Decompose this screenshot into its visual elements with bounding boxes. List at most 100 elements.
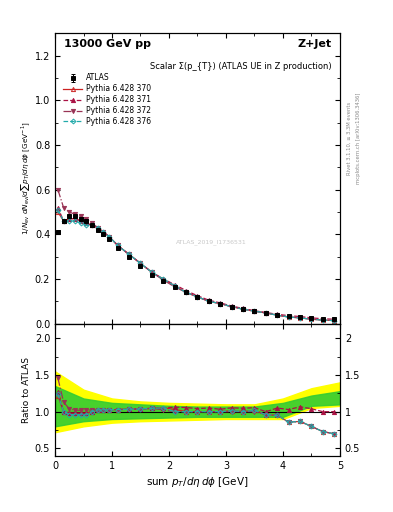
Pythia 6.428 376	[173, 283, 177, 289]
Pythia 6.428 376	[309, 316, 314, 322]
Pythia 6.428 371	[184, 288, 189, 294]
Pythia 6.428 370	[207, 298, 211, 305]
Pythia 6.428 371	[264, 309, 268, 315]
Pythia 6.428 370	[73, 216, 77, 222]
Pythia 6.428 376	[332, 317, 337, 324]
Pythia 6.428 376	[286, 314, 291, 320]
Pythia 6.428 370	[116, 242, 120, 248]
Pythia 6.428 376	[195, 294, 200, 300]
Pythia 6.428 371	[78, 218, 83, 224]
Pythia 6.428 370	[286, 314, 291, 320]
Pythia 6.428 371	[207, 297, 211, 303]
Pythia 6.428 372	[101, 229, 106, 235]
Pythia 6.428 376	[264, 310, 268, 316]
Pythia 6.428 372	[252, 308, 257, 314]
Line: Pythia 6.428 371: Pythia 6.428 371	[56, 205, 336, 322]
Pythia 6.428 376	[161, 276, 166, 282]
Pythia 6.428 372	[184, 289, 189, 295]
Pythia 6.428 372	[286, 314, 291, 320]
Pythia 6.428 372	[195, 294, 200, 300]
Pythia 6.428 370	[332, 317, 337, 324]
Pythia 6.428 371	[218, 300, 223, 306]
Pythia 6.428 376	[150, 269, 154, 275]
Pythia 6.428 376	[84, 222, 89, 228]
Pythia 6.428 376	[107, 233, 112, 240]
Pythia 6.428 372	[90, 220, 94, 226]
Pythia 6.428 371	[67, 216, 72, 222]
Pythia 6.428 371	[150, 269, 154, 275]
Pythia 6.428 372	[127, 251, 132, 258]
Pythia 6.428 372	[241, 306, 245, 312]
Text: mcplots.cern.ch [arXiv:1306.3436]: mcplots.cern.ch [arXiv:1306.3436]	[356, 93, 361, 184]
Pythia 6.428 371	[84, 220, 89, 226]
Pythia 6.428 372	[298, 315, 303, 321]
Pythia 6.428 370	[241, 306, 245, 312]
Pythia 6.428 372	[332, 317, 337, 324]
Pythia 6.428 371	[90, 222, 94, 228]
Pythia 6.428 370	[309, 316, 314, 322]
Legend: ATLAS, Pythia 6.428 370, Pythia 6.428 371, Pythia 6.428 372, Pythia 6.428 376: ATLAS, Pythia 6.428 370, Pythia 6.428 37…	[62, 72, 153, 127]
Pythia 6.428 372	[107, 233, 112, 240]
Pythia 6.428 372	[275, 312, 280, 318]
Pythia 6.428 370	[195, 294, 200, 300]
Pythia 6.428 371	[101, 229, 106, 235]
Pythia 6.428 370	[264, 310, 268, 316]
Pythia 6.428 370	[55, 209, 60, 215]
Pythia 6.428 372	[55, 186, 60, 193]
Pythia 6.428 376	[101, 229, 106, 235]
Pythia 6.428 372	[95, 225, 100, 231]
Pythia 6.428 370	[252, 308, 257, 314]
Pythia 6.428 370	[61, 218, 66, 224]
Pythia 6.428 371	[127, 251, 132, 258]
Line: Pythia 6.428 372: Pythia 6.428 372	[56, 187, 336, 323]
Pythia 6.428 376	[252, 308, 257, 314]
Pythia 6.428 372	[161, 277, 166, 283]
Pythia 6.428 371	[138, 260, 143, 266]
Pythia 6.428 376	[184, 289, 189, 295]
Pythia 6.428 376	[275, 312, 280, 318]
Pythia 6.428 371	[95, 225, 100, 231]
Pythia 6.428 376	[116, 242, 120, 248]
Pythia 6.428 376	[127, 251, 132, 258]
Text: ATLAS_2019_I1736531: ATLAS_2019_I1736531	[176, 240, 247, 245]
Pythia 6.428 370	[95, 225, 100, 231]
Pythia 6.428 372	[138, 260, 143, 266]
Pythia 6.428 376	[321, 317, 325, 323]
Pythia 6.428 371	[309, 315, 314, 321]
Line: Pythia 6.428 370: Pythia 6.428 370	[56, 210, 336, 323]
Pythia 6.428 370	[101, 229, 106, 235]
Pythia 6.428 376	[73, 218, 77, 224]
Pythia 6.428 371	[116, 242, 120, 248]
Pythia 6.428 376	[67, 218, 72, 224]
Pythia 6.428 376	[207, 298, 211, 305]
Text: 13000 GeV pp: 13000 GeV pp	[64, 39, 151, 49]
Pythia 6.428 372	[67, 209, 72, 215]
Pythia 6.428 370	[275, 312, 280, 318]
Pythia 6.428 372	[309, 316, 314, 322]
Pythia 6.428 370	[230, 304, 234, 310]
Pythia 6.428 371	[275, 311, 280, 317]
Pythia 6.428 371	[332, 316, 337, 322]
Pythia 6.428 376	[61, 218, 66, 224]
Pythia 6.428 376	[241, 306, 245, 312]
Pythia 6.428 370	[67, 216, 72, 222]
Pythia 6.428 370	[298, 315, 303, 321]
Pythia 6.428 371	[252, 308, 257, 314]
Pythia 6.428 370	[184, 289, 189, 295]
Pythia 6.428 370	[173, 283, 177, 289]
Y-axis label: $1/N_\mathrm{ev}\ dN_\mathrm{ev}/d\sum p_T/d\eta\,d\phi\ [\mathrm{GeV}^{-1}]$: $1/N_\mathrm{ev}\ dN_\mathrm{ev}/d\sum p…	[19, 122, 32, 236]
Pythia 6.428 371	[107, 233, 112, 240]
Pythia 6.428 376	[218, 301, 223, 307]
Pythia 6.428 372	[264, 310, 268, 316]
Pythia 6.428 376	[138, 260, 143, 266]
Y-axis label: Ratio to ATLAS: Ratio to ATLAS	[22, 357, 31, 423]
Pythia 6.428 372	[321, 317, 325, 323]
Pythia 6.428 370	[321, 317, 325, 323]
Pythia 6.428 370	[138, 260, 143, 266]
Pythia 6.428 372	[173, 284, 177, 290]
Pythia 6.428 376	[90, 222, 94, 228]
Pythia 6.428 372	[84, 216, 89, 222]
Pythia 6.428 371	[161, 276, 166, 282]
Pythia 6.428 370	[218, 301, 223, 307]
Pythia 6.428 371	[286, 312, 291, 318]
